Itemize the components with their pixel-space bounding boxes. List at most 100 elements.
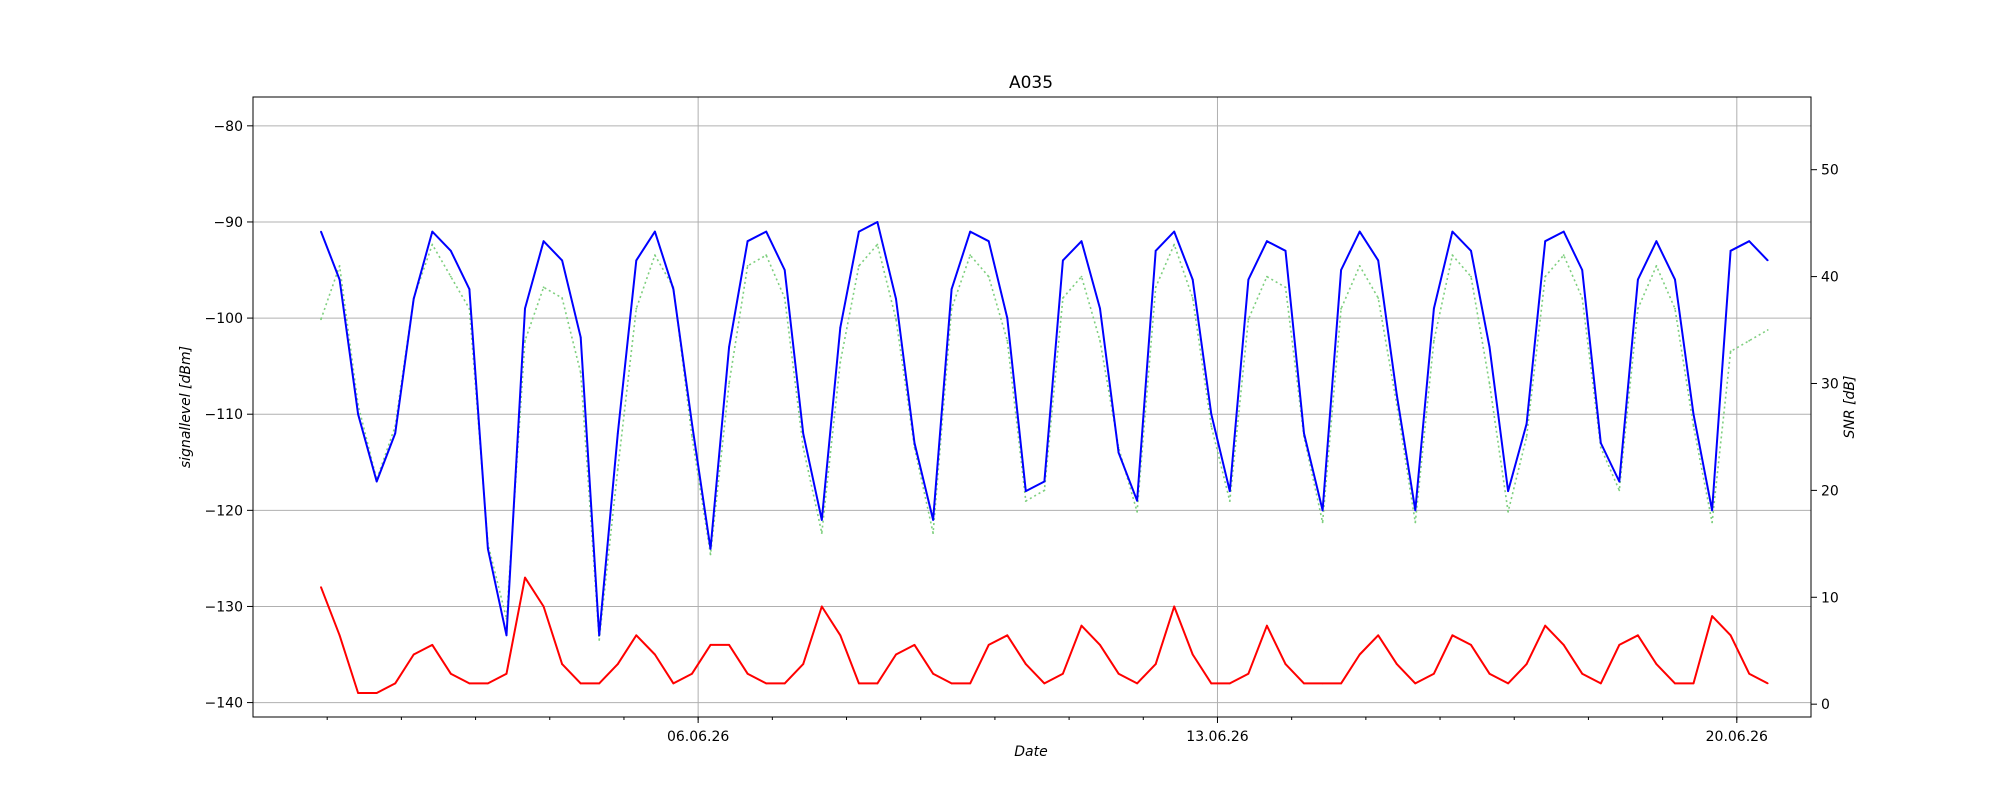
noise-level-point	[728, 644, 730, 646]
x-tick-label: 13.06.26	[1186, 729, 1248, 745]
snr-point	[1154, 286, 1157, 289]
y-axis-right-label: SNR [dB]	[1842, 376, 1858, 439]
y-right-tick-label: 0	[1821, 697, 1830, 713]
signal-level-point	[691, 422, 693, 425]
y-left-tick-label: −130	[205, 599, 243, 615]
snr-point	[1655, 265, 1658, 267]
snr-point	[1395, 404, 1398, 406]
y-right-tick-label: 20	[1821, 483, 1839, 499]
snr-point	[1247, 318, 1250, 321]
signal-level-point	[1228, 490, 1231, 492]
signal-level-point	[1581, 269, 1584, 271]
snr-point	[839, 361, 842, 363]
noise-level-point	[969, 682, 972, 685]
noise-level-point	[635, 634, 638, 637]
snr-point	[1340, 307, 1342, 310]
signal-level-point	[1303, 432, 1305, 435]
snr-point	[802, 446, 805, 449]
noise-level-point	[1599, 682, 1602, 685]
snr-point	[1729, 350, 1732, 353]
noise-level-point	[320, 586, 322, 589]
signal-level-point	[1154, 249, 1157, 252]
signal-level-point	[1006, 317, 1009, 319]
snr-point	[579, 371, 582, 374]
signal-level-point	[950, 288, 953, 291]
signal-level-point	[487, 547, 489, 550]
noise-level-point	[598, 682, 601, 685]
signal-level-point	[1729, 249, 1732, 252]
snr-point	[858, 265, 860, 267]
signal-level-point	[1618, 480, 1621, 483]
signal-level-point	[1488, 346, 1491, 348]
y-right-tick-label: 30	[1821, 376, 1839, 392]
noise-level-point	[1711, 615, 1713, 617]
signal-level-point	[1284, 249, 1287, 252]
signal-level-point	[412, 298, 415, 300]
signal-level-point	[542, 240, 545, 243]
noise-level-point	[542, 605, 545, 608]
noise-level-point	[1284, 663, 1287, 665]
signal-level-point	[1711, 509, 1713, 512]
signal-level-point	[468, 288, 471, 291]
noise-level-point	[449, 672, 452, 675]
snr-point	[728, 382, 730, 385]
y-right-tick-label: 50	[1821, 163, 1839, 179]
noise-level-point	[1525, 663, 1528, 665]
noise-level-point	[338, 634, 341, 637]
snr-point	[1414, 521, 1417, 524]
noise-level-point	[1099, 644, 1101, 646]
noise-level-point	[487, 682, 489, 685]
noise-level-point	[858, 682, 860, 685]
snr-point	[709, 553, 712, 556]
noise-level-point	[1024, 663, 1027, 665]
noise-level-point	[524, 576, 526, 579]
signal-level-point	[1247, 278, 1250, 281]
snr-point	[542, 286, 545, 289]
snr-point	[1136, 510, 1138, 513]
signal-level-point	[709, 547, 712, 550]
snr-point	[1748, 339, 1751, 342]
snr-point	[524, 339, 526, 342]
snr-point	[1488, 382, 1491, 385]
signal-level-point	[1377, 259, 1380, 262]
noise-level-point	[1488, 672, 1491, 675]
signal-level-point	[635, 259, 638, 262]
noise-level-point	[765, 682, 768, 685]
snr-point	[1228, 500, 1231, 502]
noise-level-point	[950, 682, 953, 685]
snr-point	[598, 639, 601, 641]
y-left-tick-label: −140	[205, 696, 243, 712]
signal-level-point	[1562, 230, 1565, 233]
noise-level-point	[1766, 682, 1769, 685]
noise-level-point	[913, 644, 916, 646]
snr-point	[1321, 521, 1324, 524]
noise-level-point	[468, 682, 471, 685]
snr-point	[1711, 521, 1713, 524]
plot-series	[320, 221, 1769, 694]
signal-level-point	[839, 326, 842, 329]
signal-level-point	[783, 269, 786, 271]
x-tick-label: 06.06.26	[667, 729, 729, 745]
snr-point	[1358, 265, 1361, 267]
y-axis-left-label: signallevel [dBm]	[178, 346, 194, 468]
snr-point	[431, 243, 434, 246]
noise-level-point	[1117, 672, 1120, 675]
noise-level-point	[1154, 663, 1157, 665]
snr-point	[1043, 489, 1046, 492]
plot-frame	[252, 96, 1812, 718]
noise-level-point	[1340, 682, 1342, 685]
signal-level-point	[431, 230, 434, 233]
snr-point	[932, 532, 934, 534]
snr-point	[561, 297, 563, 299]
signal-level-point	[1433, 307, 1435, 310]
signal-level-point	[1451, 230, 1454, 233]
signal-level-point	[338, 278, 341, 281]
snr-point	[1062, 297, 1064, 299]
signal-level-point	[654, 230, 656, 233]
signal-level-point	[1525, 422, 1528, 425]
signal-level-point	[394, 432, 397, 435]
snr-point	[654, 254, 656, 257]
noise-level-point	[1062, 672, 1064, 675]
noise-level-point	[1674, 682, 1676, 685]
